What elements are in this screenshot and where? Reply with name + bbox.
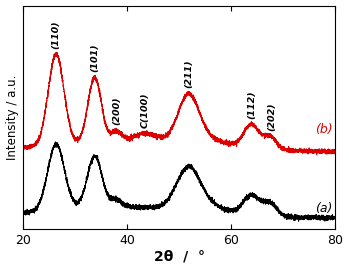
Text: (b): (b) [315,123,333,136]
Text: (a): (a) [315,202,333,215]
Text: (101): (101) [90,44,99,72]
Text: (112): (112) [247,90,256,119]
Text: (200): (200) [112,97,121,125]
Text: (202): (202) [267,102,276,131]
Text: C(100): C(100) [141,93,150,128]
Text: (211): (211) [184,60,193,89]
Text: (110): (110) [52,20,61,49]
X-axis label: 2θ  /  °: 2θ / ° [154,249,205,263]
Y-axis label: Intensity / a.u.: Intensity / a.u. [6,75,18,160]
